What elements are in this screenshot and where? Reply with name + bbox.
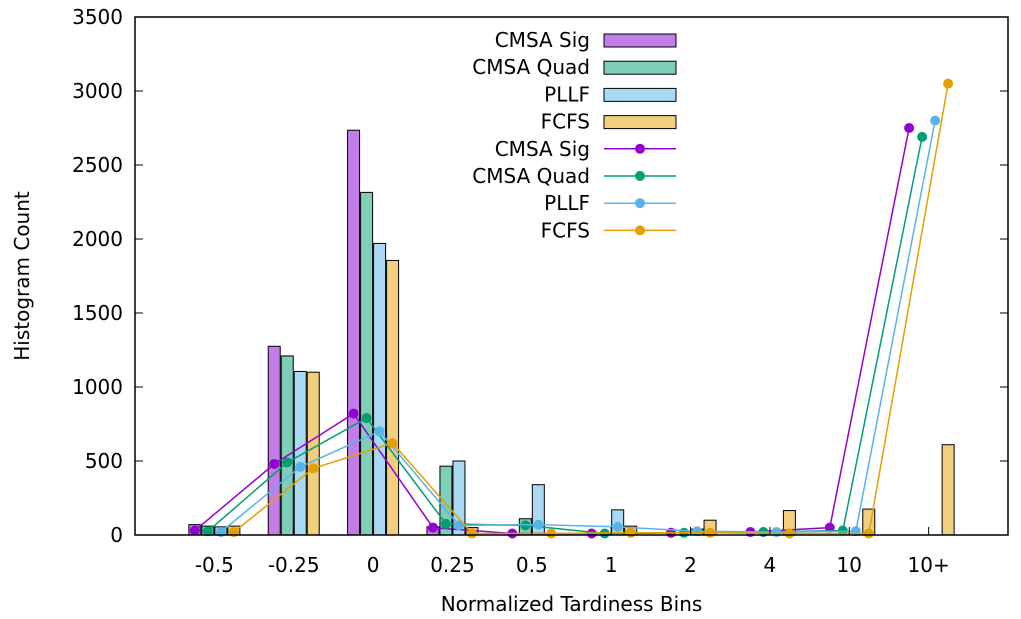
legend-label: CMSA Sig	[495, 137, 590, 161]
line-point	[361, 413, 372, 424]
legend-point-swatch	[635, 198, 645, 209]
line-point	[943, 78, 954, 89]
line-point	[625, 527, 636, 538]
y-tick-label: 1500	[72, 301, 123, 325]
plot-frame	[134, 16, 1009, 536]
bar	[373, 242, 387, 536]
bar	[267, 345, 281, 536]
line-point	[348, 408, 359, 419]
series-line	[233, 83, 949, 535]
legend-label: PLLF	[544, 191, 590, 215]
legend-label: FCFS	[541, 218, 590, 242]
line-point	[387, 438, 398, 449]
bar	[347, 129, 361, 536]
x-tick-label: 10+	[908, 553, 950, 577]
y-tick-label: 0	[110, 523, 123, 547]
line-point	[282, 457, 293, 468]
lines-layer	[189, 78, 954, 539]
series-line	[220, 120, 936, 533]
y-tick-label: 3500	[72, 5, 123, 29]
y-tick-label: 1000	[72, 375, 123, 399]
line-point	[692, 526, 703, 537]
bar	[306, 371, 320, 536]
line-point	[904, 123, 915, 133]
line-point	[202, 526, 213, 537]
line-point	[863, 528, 874, 539]
x-tick-label: 2	[684, 553, 697, 577]
legend-label: FCFS	[541, 110, 590, 134]
x-tick-label: 0	[367, 553, 380, 577]
line-point	[374, 426, 385, 437]
legend-bar-swatch	[603, 60, 677, 75]
y-axis: 0 500 1000 1500 2000 2500 3000 3500	[72, 5, 1008, 547]
line-point	[453, 520, 464, 531]
legend-bar-swatch	[603, 33, 677, 48]
line-point	[440, 518, 451, 529]
line-point	[917, 131, 928, 142]
x-tick-label: 4	[764, 553, 777, 577]
x-tick-label: -0.25	[268, 553, 320, 577]
line-point	[295, 461, 306, 472]
legend: CMSA Sig CMSA Quad PLLF FCFS CMSA Sig CMSA Qu…	[472, 28, 677, 242]
bar	[280, 355, 294, 536]
legend-label: CMSA Quad	[472, 164, 590, 188]
y-tick-label: 500	[85, 449, 123, 473]
legend-label: CMSA Quad	[472, 55, 590, 79]
y-tick-label: 3000	[72, 79, 123, 103]
legend-point-swatch	[635, 225, 645, 236]
legend-bar-swatch	[603, 87, 677, 102]
line-point	[466, 528, 477, 539]
line-point	[533, 519, 544, 530]
y-tick-label: 2000	[72, 227, 123, 251]
x-tick-label: -0.5	[195, 553, 234, 577]
y-axis-title: Histogram Count	[10, 191, 34, 361]
x-axis-title: Normalized Tardiness Bins	[441, 592, 703, 616]
line-point	[930, 115, 941, 126]
bar	[941, 444, 955, 536]
legend-point-swatch	[635, 143, 645, 154]
x-tick-label: 10	[837, 553, 862, 577]
line-point	[269, 458, 280, 469]
x-tick-label: 0.25	[430, 553, 475, 577]
y-tick-label: 2500	[72, 153, 123, 177]
x-tick-label: 1	[605, 553, 618, 577]
bar	[386, 259, 400, 536]
line-point	[189, 525, 200, 536]
legend-point-swatch	[635, 171, 645, 181]
legend-bar-swatch	[603, 115, 677, 130]
line-point	[784, 528, 795, 539]
line-point	[705, 527, 716, 538]
line-point	[612, 521, 623, 532]
legend-label: CMSA Sig	[495, 28, 590, 52]
legend-label: PLLF	[544, 82, 590, 106]
x-axis: -0.5 -0.25 0 0.25 0.5 1 2 4 10 10+	[195, 527, 950, 577]
x-tick-label: 0.5	[516, 553, 548, 577]
line-point	[546, 528, 557, 539]
bar	[360, 191, 374, 536]
line-point	[308, 463, 319, 474]
line-point	[427, 522, 438, 533]
